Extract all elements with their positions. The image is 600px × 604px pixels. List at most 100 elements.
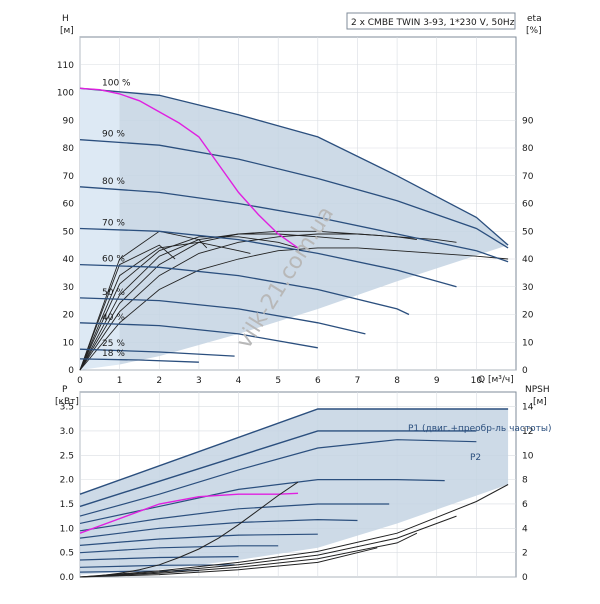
- top-axis-ticks: 0 1 2 3 4 5 6 7 8 9 100102030405060708090100110010…: [57, 61, 534, 386]
- efficiency-curve: [79, 244, 176, 371]
- speed-curves: [79, 87, 509, 363]
- power-tick-label: 0.0: [60, 573, 75, 583]
- y-tick-label: 60: [63, 200, 75, 210]
- speed-label: 40 %: [102, 313, 125, 323]
- y-tick-label: 90: [63, 116, 75, 126]
- power-tick-label: 2.0: [60, 476, 75, 486]
- npsh-steep-curve: [99, 481, 299, 577]
- y-tick-label: 80: [63, 144, 75, 154]
- x-tick-label: 3: [196, 376, 202, 386]
- y-tick-label: 110: [57, 61, 74, 71]
- y-tick-label: 20: [63, 311, 75, 321]
- speed-curve: [79, 227, 457, 288]
- npsh-curve: [79, 484, 509, 578]
- speed-label: 90 %: [102, 130, 125, 140]
- power-axis-symbol: P: [62, 385, 68, 395]
- speed-curve: [79, 348, 235, 357]
- npsh-tick-label: 12: [522, 427, 533, 437]
- operating-area: [119, 92, 509, 365]
- y2-tick-label: 50: [522, 227, 534, 237]
- y2-tick-label: 70: [522, 172, 534, 182]
- y2-tick-label: 40: [522, 255, 534, 265]
- efficiency-curve: [79, 236, 299, 371]
- y-tick-label: 40: [63, 255, 75, 265]
- x-tick-label: 6: [315, 376, 321, 386]
- system-power-line: [79, 492, 299, 534]
- y2-axis-symbol: eta: [527, 14, 542, 24]
- power-series-line: [79, 408, 509, 495]
- y2-tick-label: 30: [522, 283, 534, 293]
- efficiency-curve: [79, 230, 417, 371]
- power-curve: [79, 570, 199, 573]
- power-tick-label: 3.5: [60, 403, 74, 413]
- speed-label: 60 %: [102, 255, 125, 265]
- speed-label: 50 %: [102, 288, 125, 298]
- x-tick-label: 0: [77, 376, 83, 386]
- x-tick-label: 8: [394, 376, 400, 386]
- y-tick-label: 30: [63, 283, 75, 293]
- title-box: [346, 12, 516, 30]
- x-tick-label: 7: [355, 376, 361, 386]
- efficiency-curve: [79, 233, 457, 371]
- chart-title: 2 x CMBE TWIN 3-93, 1*230 V, 50Hz: [351, 18, 515, 28]
- p2-legend-label: P2: [470, 453, 481, 463]
- npsh-tick-label: 2: [522, 549, 528, 559]
- y-tick-label: 0: [68, 366, 74, 376]
- y2-axis-unit: [%]: [526, 26, 542, 36]
- bottom-axis-ticks: 0.0 0.5 1.0 1.5 2.0 2.5 3.0 3.5 0 2 4 6 8 10 12 14: [60, 403, 534, 583]
- speed-label: 70 %: [102, 218, 125, 228]
- speed-label: 18 %: [102, 349, 125, 359]
- x-tick-label: 10: [471, 376, 483, 386]
- x-tick-label: 9: [434, 376, 440, 386]
- power-curve: [79, 556, 239, 561]
- npsh-curve: [79, 532, 418, 578]
- y-tick-label: 70: [63, 172, 75, 182]
- npsh-curve: [79, 515, 457, 578]
- npsh-tick-label: 4: [522, 524, 528, 534]
- npsh-tick-label: 10: [522, 451, 534, 461]
- power-tick-label: 1.5: [60, 500, 74, 510]
- x-tick-label: 1: [117, 376, 123, 386]
- x-tick-label: 2: [156, 376, 162, 386]
- y2-tick-label: 10: [522, 338, 534, 348]
- npsh-tick-label: 6: [522, 500, 528, 510]
- y-axis-symbol: H: [62, 14, 69, 24]
- y-tick-label: 10: [63, 338, 75, 348]
- npsh-axis-unit: [м]: [533, 397, 547, 407]
- y2-tick-label: 20: [522, 311, 534, 321]
- power-curve: [79, 518, 358, 539]
- y2-tick-label: 90: [522, 116, 534, 126]
- speed-curve: [79, 297, 366, 335]
- y-tick-label: 50: [63, 227, 75, 237]
- power-tick-label: 1.0: [60, 524, 75, 534]
- x-axis-label: Q [м³/ч]: [478, 375, 514, 385]
- y-axis-unit: [м]: [60, 26, 74, 36]
- npsh-tick-label: 8: [522, 476, 528, 486]
- power-curve: [79, 545, 279, 554]
- power-curve: [79, 439, 477, 517]
- npsh-curves: [79, 481, 509, 578]
- speed-labels: 100 % 90 % 80 % 70 % 60 % 50 % 40 % 25 %18 %: [102, 78, 131, 359]
- speed-label: 80 %: [102, 177, 125, 187]
- system-curve: [79, 87, 299, 249]
- power-series-line: [79, 430, 477, 508]
- speed-curve: [79, 322, 318, 349]
- npsh-curve: [79, 547, 378, 578]
- npsh-axis-symbol: NPSH: [525, 385, 550, 395]
- efficiency-curve: [79, 241, 251, 371]
- power-curves: [79, 408, 509, 573]
- power-curve: [79, 503, 390, 532]
- speed-curve: [79, 139, 509, 249]
- power-tick-label: 0.5: [60, 549, 74, 559]
- bottom-operating-areas: [80, 409, 509, 575]
- power-tick-label: 2.5: [60, 451, 74, 461]
- y2-tick-label: 0: [522, 366, 528, 376]
- speed-label: 25 %: [102, 339, 125, 349]
- p1-legend-label: P1 (двиг.+преобр-ль частоты): [408, 424, 552, 434]
- y2-tick-label: 60: [522, 200, 534, 210]
- power-tick-label: 3.0: [60, 427, 75, 437]
- speed-curve: [79, 186, 509, 263]
- npsh-tick-label: 0: [522, 573, 528, 583]
- x-tick-label: 5: [275, 376, 281, 386]
